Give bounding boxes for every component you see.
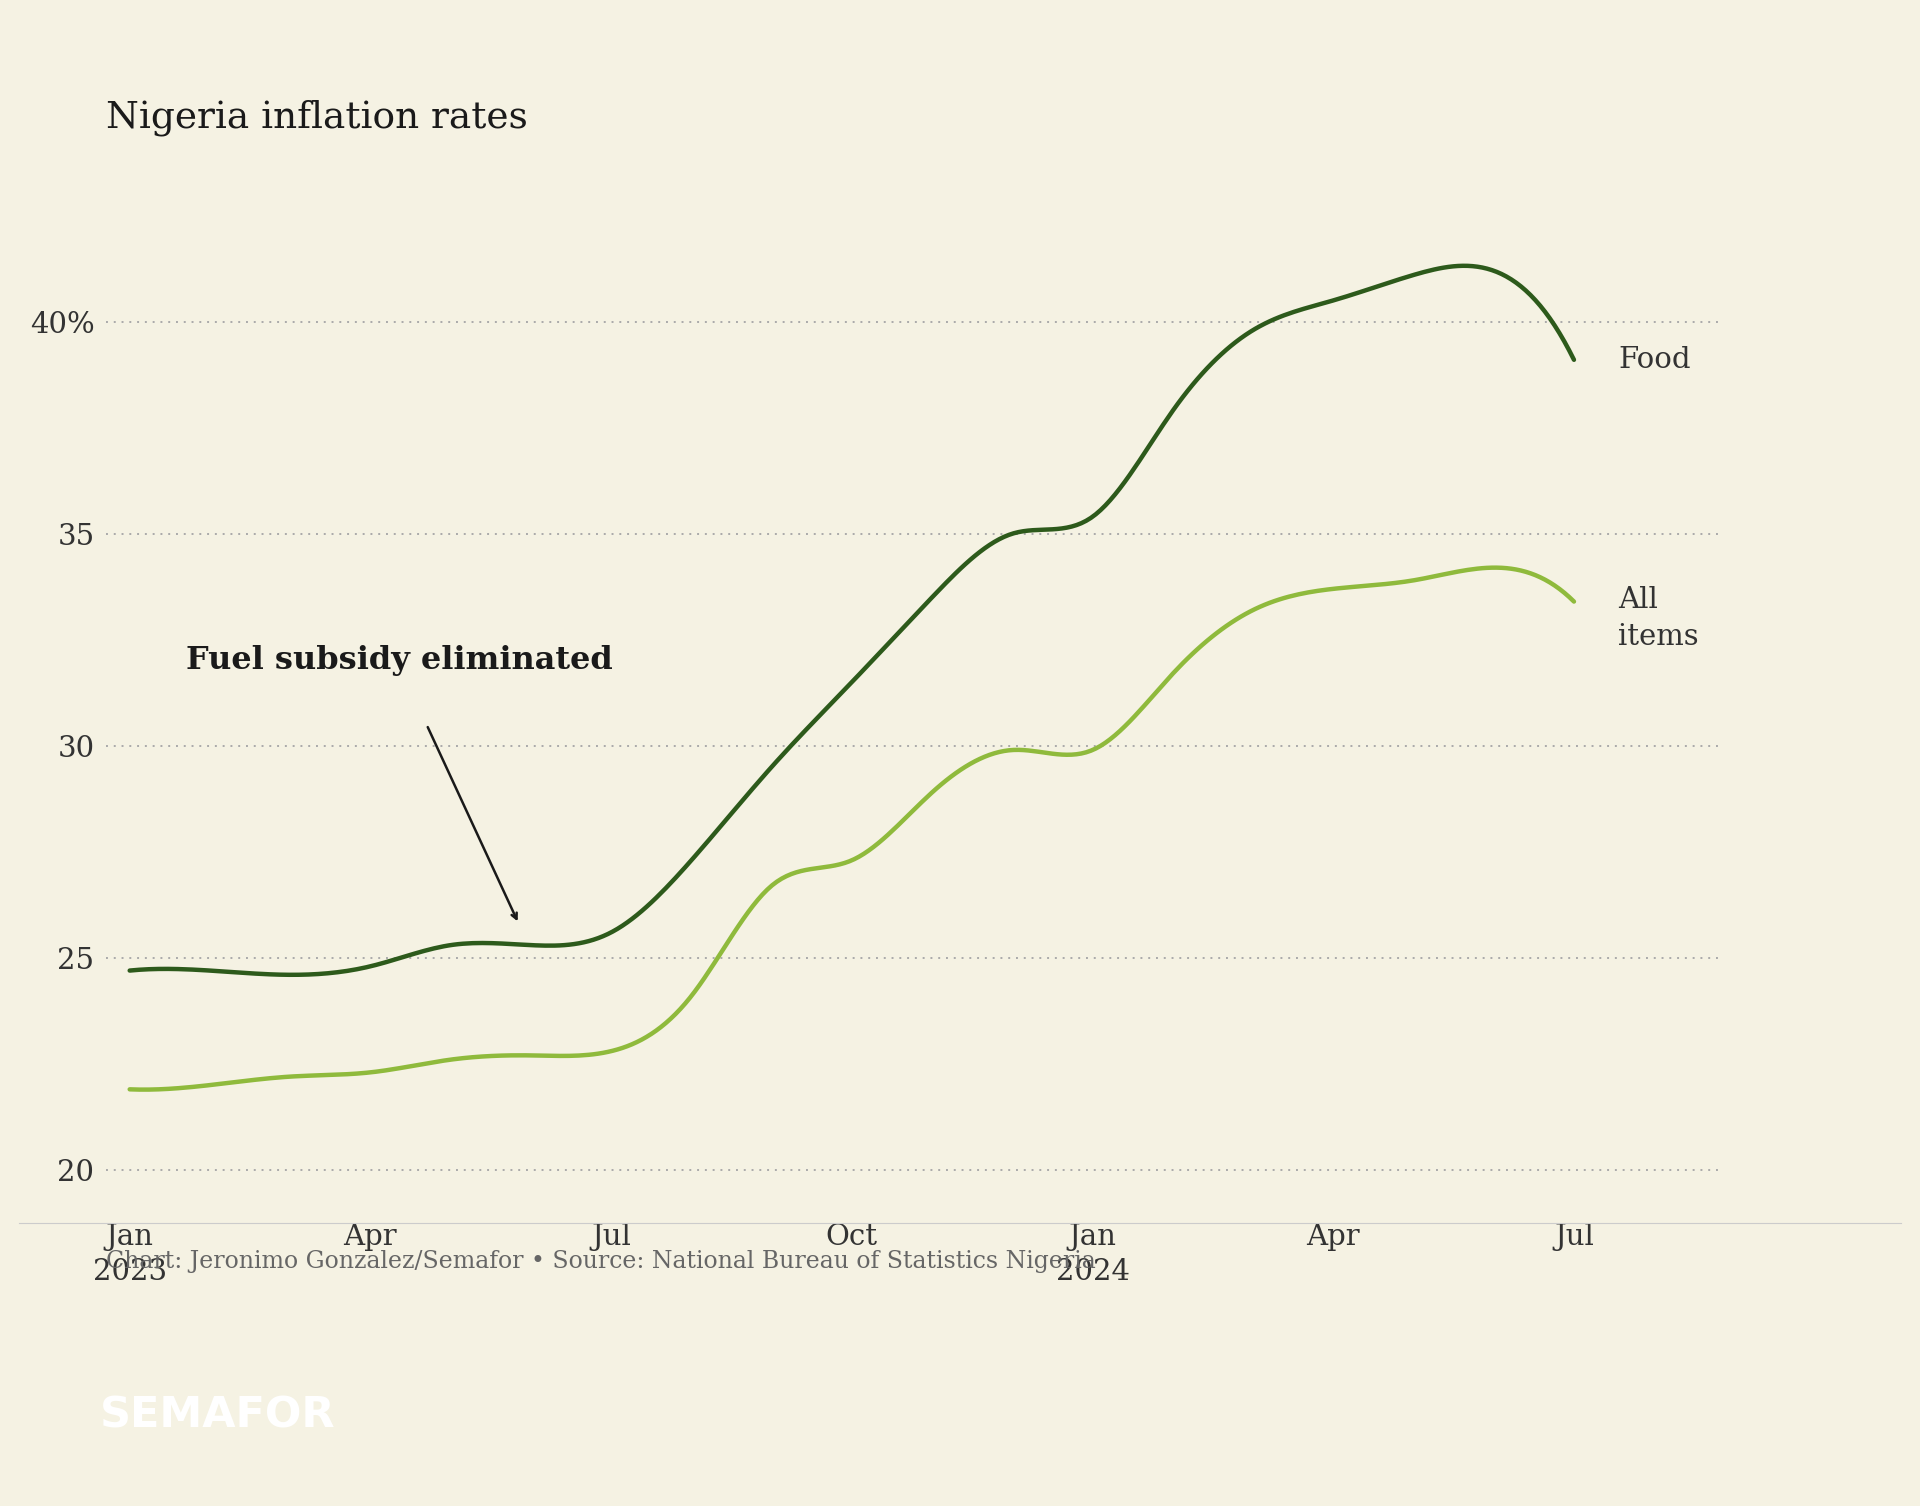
Text: Fuel subsidy eliminated: Fuel subsidy eliminated [186,646,612,676]
Text: Nigeria inflation rates: Nigeria inflation rates [106,99,528,136]
Text: Chart: Jeronimo Gonzalez/Semafor • Source: National Bureau of Statistics Nigeria: Chart: Jeronimo Gonzalez/Semafor • Sourc… [106,1250,1094,1273]
Text: Food: Food [1619,346,1692,373]
Text: All
items: All items [1619,586,1699,651]
Text: SEMAFOR: SEMAFOR [100,1395,336,1437]
